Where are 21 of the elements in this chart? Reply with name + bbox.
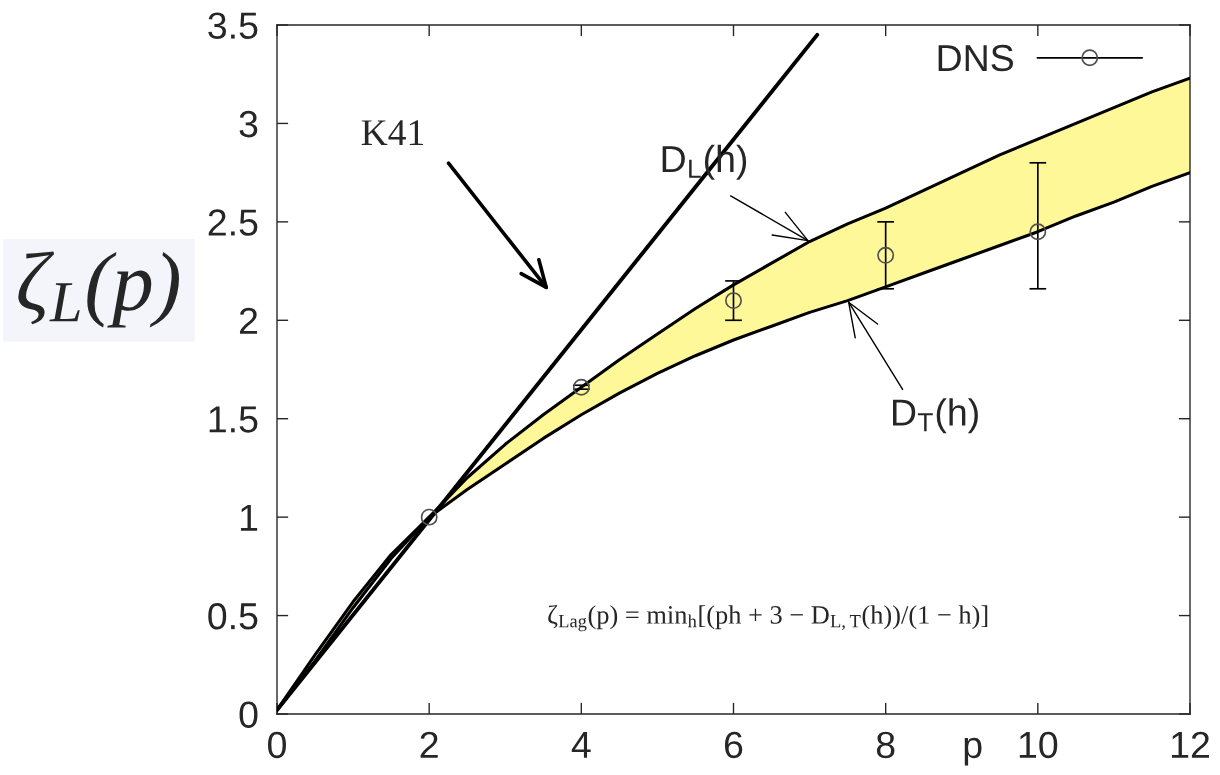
x-tick-label: 2 <box>420 731 438 758</box>
y-tick-label: 1 <box>240 504 258 531</box>
x-tick-label: 6 <box>724 731 743 759</box>
annotation: D$_{T}$(h) <box>893 398 978 434</box>
x-tick-label: 10 <box>1019 731 1058 759</box>
annotation: ζ$_{Lag}$(p) = min$_{h}$[(ph + 3 − D$_{L,T}$(h))/(1 − h)] <box>548 605 988 632</box>
legend-label: DNS <box>938 44 1014 72</box>
y-tick-label: 0 <box>239 701 258 728</box>
x-tick-label: 12 <box>1172 731 1209 758</box>
y-tick-label: 0.5 <box>208 602 258 630</box>
y-tick-label: 3 <box>239 110 258 138</box>
x-tick-label: 4 <box>571 732 591 758</box>
x-tick-label: 8 <box>876 731 895 759</box>
y-tick-label: 1.5 <box>209 406 258 433</box>
y-tick-label: 2 <box>239 307 258 334</box>
y-tick-label: 3.5 <box>208 12 258 39</box>
y-tick-label: 2.5 <box>208 209 258 236</box>
x-tick-label: 0 <box>268 731 286 759</box>
y-axis-title: ζ$_{L}$(p) <box>18 251 179 328</box>
x-axis-title: p <box>964 737 982 766</box>
annotation: K41 <box>361 120 423 145</box>
